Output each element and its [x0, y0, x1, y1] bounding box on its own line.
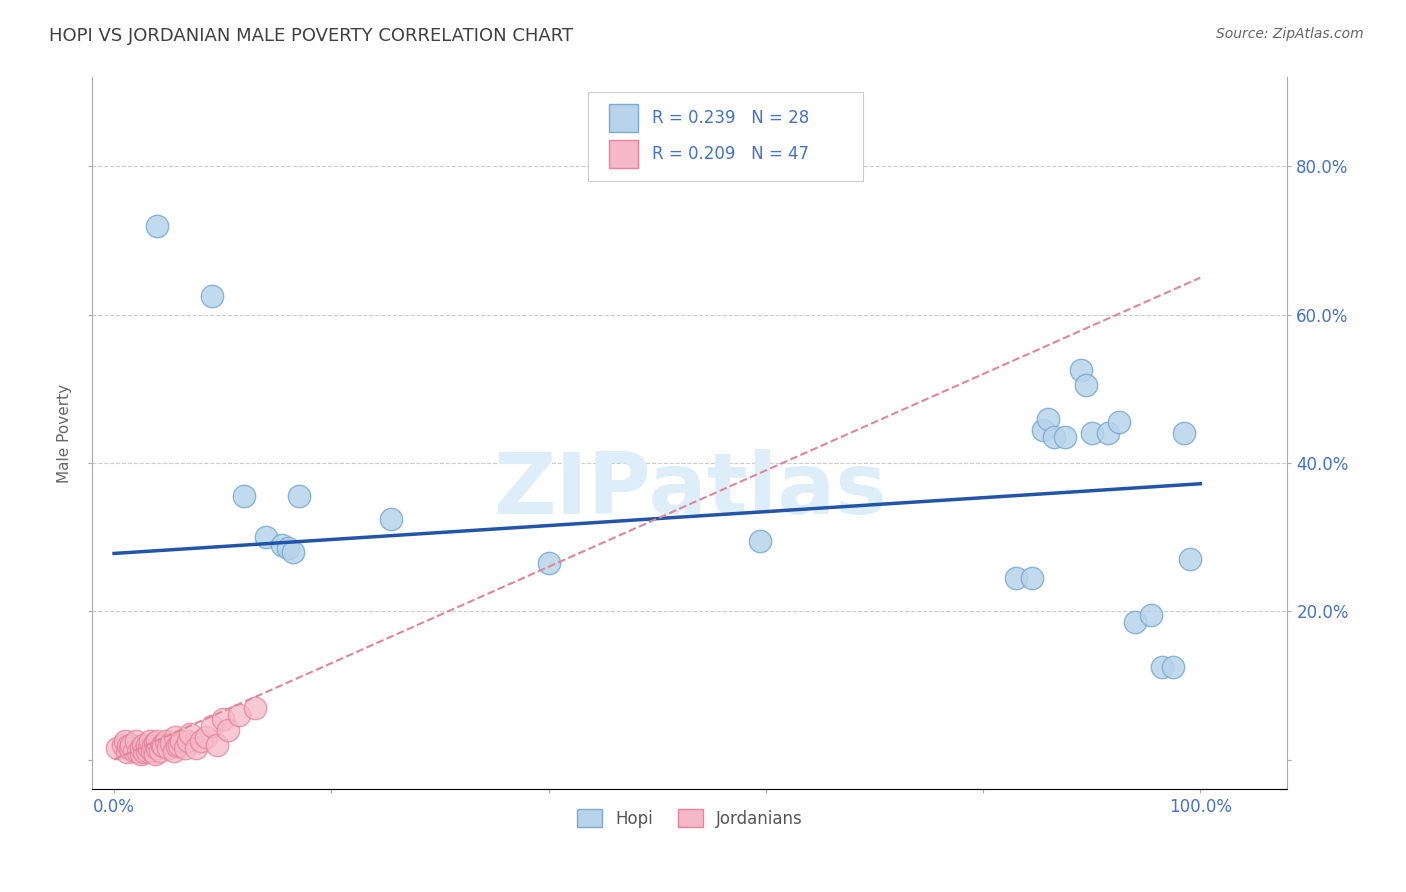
- Point: [287, 489, 309, 503]
- Point: [277, 541, 299, 556]
- Point: [217, 723, 239, 737]
- Point: [1140, 607, 1163, 622]
- Point: [125, 734, 148, 748]
- Text: HOPI VS JORDANIAN MALE POVERTY CORRELATION CHART: HOPI VS JORDANIAN MALE POVERTY CORRELATI…: [49, 27, 574, 45]
- Point: [152, 739, 174, 754]
- Text: R = 0.239   N = 28: R = 0.239 N = 28: [651, 109, 808, 128]
- Point: [142, 739, 165, 754]
- Point: [283, 545, 305, 559]
- Point: [1076, 378, 1098, 392]
- Bar: [609, 104, 638, 132]
- Point: [139, 734, 162, 748]
- Legend: Hopi, Jordanians: Hopi, Jordanians: [569, 803, 810, 834]
- Point: [134, 745, 156, 759]
- Point: [1053, 430, 1076, 444]
- Point: [207, 738, 229, 752]
- Point: [117, 739, 139, 754]
- Point: [114, 734, 136, 748]
- Point: [1097, 426, 1119, 441]
- Point: [1004, 571, 1026, 585]
- Y-axis label: Male Poverty: Male Poverty: [58, 384, 72, 483]
- Point: [115, 745, 138, 759]
- Point: [1080, 426, 1102, 441]
- Point: [111, 738, 134, 752]
- Point: [1042, 430, 1064, 444]
- Point: [120, 741, 142, 756]
- Point: [166, 739, 188, 754]
- Point: [1032, 423, 1054, 437]
- Point: [146, 219, 169, 233]
- Point: [211, 712, 233, 726]
- Point: [163, 744, 186, 758]
- Point: [167, 738, 190, 752]
- Point: [1161, 660, 1184, 674]
- Point: [537, 556, 560, 570]
- Point: [170, 734, 193, 748]
- FancyBboxPatch shape: [588, 92, 863, 181]
- Point: [1070, 363, 1092, 377]
- Point: [184, 741, 207, 756]
- Point: [138, 741, 160, 756]
- Text: Source: ZipAtlas.com: Source: ZipAtlas.com: [1216, 27, 1364, 41]
- Point: [1038, 411, 1060, 425]
- Point: [1108, 415, 1130, 429]
- Point: [135, 744, 157, 758]
- Point: [105, 741, 128, 756]
- Point: [150, 738, 173, 752]
- Point: [141, 744, 163, 758]
- Point: [749, 533, 772, 548]
- Point: [120, 738, 142, 752]
- Point: [1021, 571, 1043, 585]
- Bar: [609, 140, 638, 169]
- Point: [155, 734, 177, 748]
- Point: [201, 289, 224, 303]
- Point: [157, 741, 180, 756]
- Point: [201, 719, 224, 733]
- Point: [149, 744, 172, 758]
- Text: ZIPatlas: ZIPatlas: [494, 449, 887, 532]
- Point: [129, 741, 152, 756]
- Point: [228, 708, 250, 723]
- Point: [146, 741, 169, 756]
- Point: [173, 741, 195, 756]
- Point: [159, 736, 181, 750]
- Point: [143, 747, 166, 761]
- Point: [129, 747, 152, 761]
- Point: [1123, 615, 1146, 630]
- Point: [271, 537, 294, 551]
- Point: [195, 731, 218, 745]
- Point: [127, 745, 149, 759]
- Point: [190, 734, 212, 748]
- Point: [1152, 660, 1174, 674]
- Point: [132, 738, 155, 752]
- Text: R = 0.209   N = 47: R = 0.209 N = 47: [651, 145, 808, 163]
- Point: [135, 738, 157, 752]
- Point: [245, 700, 267, 714]
- Point: [177, 734, 200, 748]
- Point: [1173, 426, 1195, 441]
- Point: [143, 736, 166, 750]
- Point: [122, 744, 145, 758]
- Point: [254, 530, 277, 544]
- Point: [233, 489, 256, 503]
- Point: [163, 731, 186, 745]
- Point: [179, 726, 201, 740]
- Point: [1178, 552, 1201, 566]
- Point: [380, 511, 402, 525]
- Point: [146, 734, 169, 748]
